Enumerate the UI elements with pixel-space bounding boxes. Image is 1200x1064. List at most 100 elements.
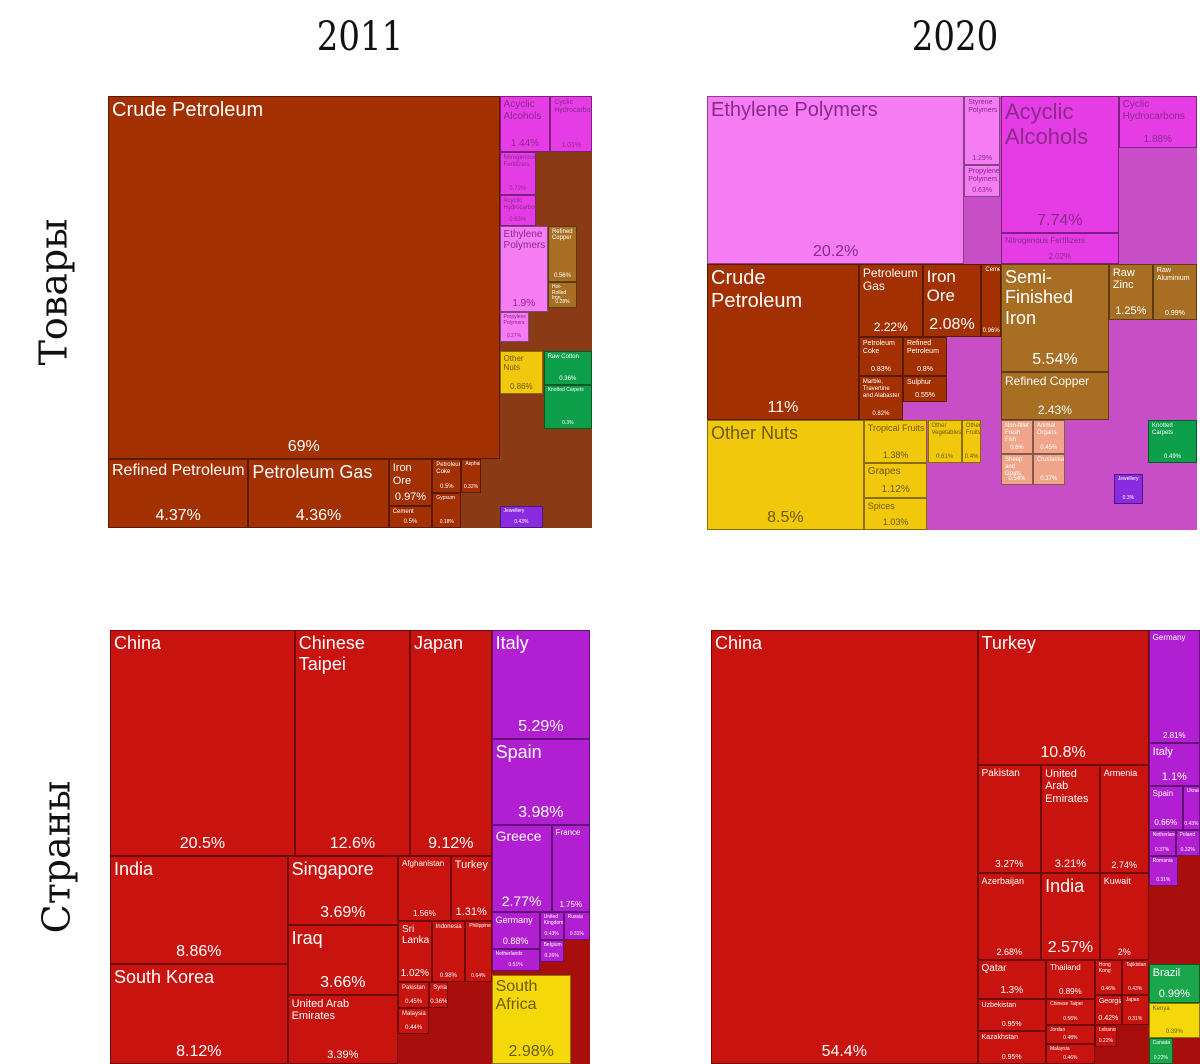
treemap-cell-value: 8.12% <box>176 1042 222 1060</box>
treemap-cell-value: 0.95% <box>1001 1021 1022 1029</box>
treemap-cell-label: Kenya <box>1152 1006 1170 1013</box>
treemap-cell-label: Armenia <box>1103 767 1138 778</box>
treemap-cell-label: Refined Copper <box>551 228 573 242</box>
treemap-cell: Malaysia 0.46% <box>1045 1044 1095 1064</box>
treemap-cell-value: 1.25% <box>1115 304 1147 317</box>
treemap-cell-label: Iron Ore <box>926 266 956 306</box>
treemap-cell-label: Knotted Carpets <box>1152 422 1174 436</box>
treemap-cell-value: 0.43% <box>1128 985 1143 992</box>
treemap-cell: China 54.4% <box>711 630 978 1064</box>
treemap-cell: Petroleum Gas 2.22% <box>858 263 923 338</box>
treemap-cell-value: 0.97% <box>394 491 427 504</box>
treemap-cell-label: Singapore <box>291 858 374 879</box>
treemap-cell: Tropical Fruits 1.38% <box>863 419 928 464</box>
treemap-cell-label: Ukraine <box>1186 788 1199 795</box>
treemap-cell-label: Crustaceans <box>1036 457 1065 464</box>
treemap-cell-value: 0.44% <box>405 1024 423 1031</box>
treemap-cell-value: 5.54% <box>1032 351 1078 369</box>
treemap-cell-value: 2.77% <box>501 893 542 910</box>
treemap-cell-label: Italy <box>1152 745 1173 758</box>
treemap-cell-value: 0.18% <box>439 518 454 525</box>
treemap-cell: Russia 0.31% <box>563 912 590 941</box>
treemap-cell-label: Propylene Polymers <box>503 314 527 326</box>
treemap-cell-value: 1.31% <box>455 905 487 918</box>
treemap-cell-label: Spain <box>495 741 542 762</box>
treemap-cell: Raw Cotton 0.36% <box>543 350 592 386</box>
treemap-cell-value: 0.31% <box>1156 877 1171 884</box>
treemap-cell-label: Acyclic Alcohols <box>503 99 542 122</box>
treemap-cell: Non-fillet Fresh Fish 0.6% <box>1001 419 1033 455</box>
treemap-cell: Sulphur 0.55% <box>903 376 948 403</box>
treemap-cell-label: Chinese Taipei <box>298 633 365 674</box>
treemap-cell-value: 1.01% <box>561 142 582 150</box>
treemap-cell-value: 0.5% <box>403 518 418 525</box>
treemap-cell: Netherlands 0.51% <box>491 948 540 971</box>
treemap-cell: Turkey 1.31% <box>450 855 492 921</box>
treemap-cell-value: 7.74% <box>1037 212 1083 230</box>
treemap-cell: Romania 0.31% <box>1148 855 1178 887</box>
treemap-cell: Singapore 3.69% <box>287 855 398 926</box>
treemap-cell-value: 0.36% <box>430 998 448 1005</box>
treemap-cell: Other Nuts 8.5% <box>707 419 864 530</box>
treemap-countries-2011: China 20.5% Chinese Taipei 12.6% Japan 9.12% I… <box>110 630 590 1064</box>
treemap-cell-value: 0.86% <box>509 382 533 392</box>
treemap-cell-value: 0.22% <box>1153 1054 1168 1061</box>
treemap-cell-label: Spices <box>867 500 895 511</box>
treemap-cell-label: Knotted Carpets <box>547 387 584 394</box>
treemap-cell: Iron Ore 2.08% <box>922 263 982 338</box>
treemap-cell: Japan 9.12% <box>410 630 492 856</box>
treemap-products-2011: Crude Petroleum 69% Refined Petroleum 4.37%… <box>108 96 592 528</box>
treemap-cell: Italy 1.1% <box>1148 742 1200 787</box>
treemap-cell: Grapes 1.12% <box>863 463 928 498</box>
treemap-cell-label: Cement <box>392 509 414 516</box>
treemap-cell-label: Non-fillet Fresh Fish <box>1005 422 1029 443</box>
treemap-cell: Propylene Polymers 0.27% <box>499 312 529 343</box>
treemap-cell-value: 1.3% <box>1000 984 1024 996</box>
treemap-cell: Ethylene Polymers 1.9% <box>499 225 548 312</box>
row-label-countries: Страны <box>34 780 79 934</box>
treemap-cell: Other Fruits 0.4% <box>961 419 982 464</box>
treemap-cell-value: 0.37% <box>1154 846 1170 853</box>
treemap-cell-value: 1.9% <box>512 297 536 309</box>
treemap-cell: Georgia 0.42% <box>1094 994 1122 1025</box>
treemap-cell-label: South Korea <box>114 967 215 988</box>
treemap-cell-value: 2.68% <box>996 946 1023 957</box>
treemap-cell-value: 0.3% <box>562 419 574 426</box>
treemap-cell-value: 0.5% <box>439 484 454 491</box>
treemap-cell: Crude Petroleum 69% <box>108 96 500 459</box>
treemap-cell-label: Iraq <box>291 928 323 949</box>
treemap-cell-value: 0.95% <box>1001 1053 1022 1061</box>
treemap-cell: Kenya 0.39% <box>1148 1003 1200 1038</box>
treemap-cell-label: United Arab Emirates <box>291 997 350 1023</box>
treemap-cell: Gypsum 0.18% <box>432 493 462 528</box>
treemap-cell-value: 2% <box>1117 946 1131 957</box>
treemap-cell: China 20.5% <box>110 630 295 856</box>
treemap-cell-label: Sulphur <box>907 379 932 387</box>
column-title-2020: 2020 <box>911 14 999 60</box>
treemap-cell: Brazil 0.99% <box>1148 964 1200 1004</box>
treemap-cell-label: Brazil <box>1152 967 1181 980</box>
treemap-cell-label: Jewellery <box>1117 475 1139 482</box>
treemap-cell: Netherlands 0.37% <box>1148 829 1176 856</box>
treemap-cell-value: 0.31% <box>569 931 584 938</box>
treemap-cell-value: 4.36% <box>295 506 342 524</box>
treemap-cell: Refined Copper 2.43% <box>1001 372 1109 420</box>
treemap-cell-label: Other Vegetables <box>931 422 962 436</box>
treemap-cell-value: 0.22% <box>1098 1037 1113 1044</box>
treemap-cell: South Korea 8.12% <box>110 964 288 1064</box>
treemap-cell-label: Spain <box>1152 789 1174 799</box>
treemap-cell-value: 0.26% <box>544 952 559 959</box>
treemap-cell: Greece 2.77% <box>491 825 552 913</box>
treemap-cell-label: Chinese Taipei <box>1049 1000 1083 1007</box>
treemap-cell-value: 20.2% <box>812 242 859 260</box>
treemap-cell-label: Other Nuts <box>711 422 799 443</box>
treemap-cell: Belgium 0.26% <box>539 940 564 962</box>
treemap-cell-label: Thailand <box>1049 962 1081 972</box>
treemap-cell-value: 2.02% <box>1048 251 1072 261</box>
treemap-cell-value: 0.66% <box>1154 817 1178 827</box>
treemap-cell: Asphalt 0.32% <box>461 458 481 494</box>
treemap-cell-label: Lebanon <box>1098 1026 1117 1033</box>
treemap-cell-label: Animal Organs <box>1036 422 1057 436</box>
treemap-cell-value: 11% <box>767 398 799 416</box>
treemap-cell: Hot-Rolled Iron 0.28% <box>547 281 577 308</box>
